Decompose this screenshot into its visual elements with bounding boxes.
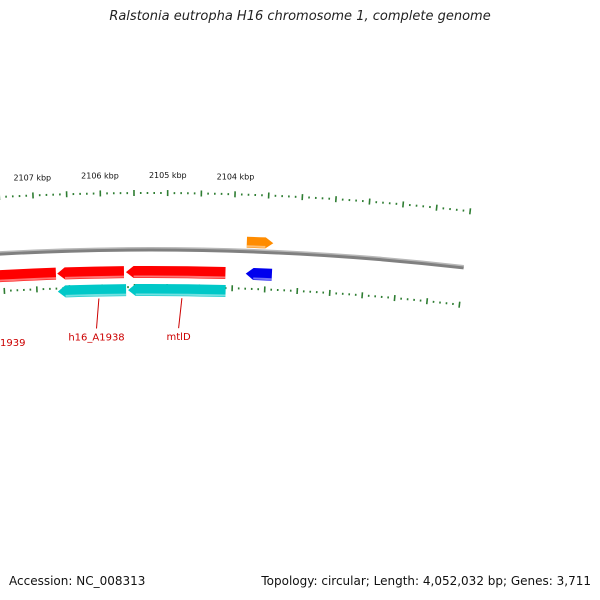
gene-feature-9[interactable] [246,236,274,249]
gene-feature-9-highlight [246,245,266,248]
gene-h16-a1938[interactable] [57,266,125,280]
gene-feature-7-highlight [65,293,127,297]
genome-backbone [0,248,464,270]
gene-label[interactable]: mtlD [167,332,191,343]
scale-tick-outer [402,201,405,208]
genome-title: Ralstonia eutropha H16 chromosome 1, com… [109,9,491,24]
scale-tick-inner [458,301,461,308]
scale-tick-inner [425,298,429,305]
gene-h16-a1939[interactable] [0,267,57,287]
gene-label[interactable]: h16_A1939 [0,338,25,349]
gene-h16-a1939-highlight [0,277,57,282]
scale-tick-inner [393,294,396,302]
genome-summary-text: Topology: circular; Length: 4,052,032 bp… [261,574,591,588]
gene-mtld[interactable] [128,284,226,298]
gene-feature-10[interactable] [245,267,273,281]
scale-label: 2107 kbp [13,174,51,183]
accession-text: Accession: NC_008313 [9,574,146,588]
gene-h16-a1938-highlight [64,275,125,279]
gene-feature-10-highlight [253,277,272,281]
gene-label-leader [96,298,100,329]
scale-tick-outer [468,208,472,215]
scale-tick-outer [435,204,438,211]
gene-feature-6-highlight [133,275,226,279]
gene-label[interactable]: h16_A1938 [68,333,124,344]
gene-feature-7[interactable] [57,284,127,298]
scale-label: 2106 kbp [81,171,119,180]
scale-label: 2105 kbp [149,171,187,180]
scale-label: 2104 kbp [217,172,255,181]
gene-label-leader [178,298,183,329]
gene-mtld-highlight [135,293,226,297]
gene-feature-6[interactable] [125,266,226,280]
